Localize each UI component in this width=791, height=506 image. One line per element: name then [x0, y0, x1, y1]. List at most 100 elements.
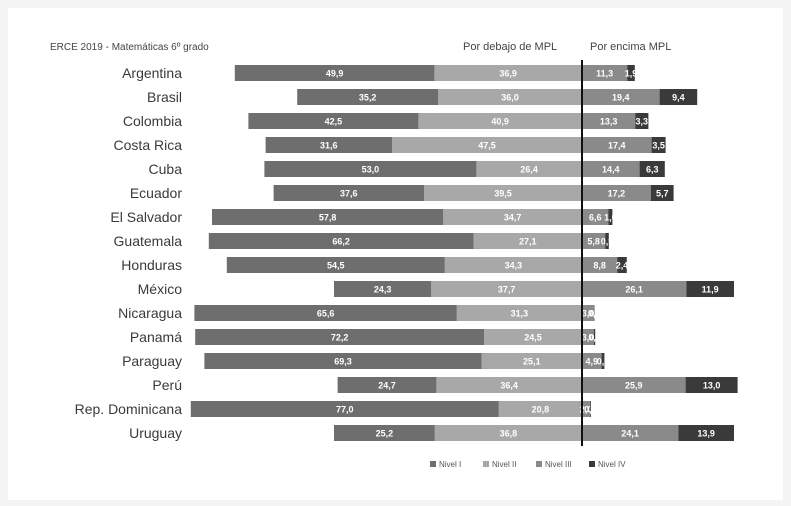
value-label-brasil-nivel-ii: 36,0 — [501, 93, 519, 103]
bar-colombia-nivel-ii — [418, 113, 582, 129]
chart-title: ERCE 2019 - Matemáticas 6º grado — [50, 42, 209, 53]
value-label-ecuador-nivel-ii: 39,5 — [494, 189, 512, 199]
bar-argentina-nivel-ii — [434, 65, 582, 81]
bar-panam-nivel-ii — [484, 329, 582, 345]
bar-rep-dominicana-nivel-iii — [582, 401, 590, 417]
value-label-cuba-nivel-iv: 6,3 — [646, 165, 659, 175]
value-label-panam-nivel-i: 72,2 — [331, 333, 349, 343]
bar-argentina-nivel-iv — [627, 65, 635, 81]
value-label-el-salvador-nivel-iv: 1,0 — [604, 213, 617, 223]
bar-paraguay-nivel-iii — [582, 353, 602, 369]
bar-brasil-nivel-iv — [659, 89, 698, 105]
bar-ecuador-nivel-iv — [650, 185, 674, 201]
legend-label-nivel-iii: Nivel III — [545, 460, 572, 469]
value-label-honduras-nivel-i: 54,5 — [327, 261, 345, 271]
value-label-per-nivel-iv: 13,0 — [703, 381, 721, 391]
bars-group: Argentina 36,9 49,9 11,3 1,9 Brasil 36,0 35,2 19… — [75, 65, 738, 441]
legend: Nivel I Nivel II Nivel III Nivel IV — [430, 460, 626, 469]
bar-paraguay-nivel-i — [204, 353, 482, 369]
value-label-costa-rica-nivel-ii: 47,5 — [478, 141, 496, 151]
bar-costa-rica-nivel-iv — [651, 137, 666, 153]
value-label-uruguay-nivel-i: 25,2 — [376, 429, 394, 439]
category-label-rep-dominicana: Rep. Dominicana — [75, 401, 183, 417]
header-above-mpl: Por encima MPL — [590, 41, 671, 53]
value-label-uruguay-nivel-iii: 24,1 — [621, 429, 639, 439]
category-label-m-xico: México — [138, 281, 183, 297]
value-label-rep-dominicana-nivel-iv: 0,2 — [584, 405, 597, 415]
bar-uruguay-nivel-iii — [582, 425, 679, 441]
value-label-honduras-nivel-ii: 34,3 — [505, 261, 523, 271]
value-label-brasil-nivel-i: 35,2 — [359, 93, 377, 103]
category-label-panam: Panamá — [130, 329, 182, 345]
bar-ecuador-nivel-ii — [424, 185, 582, 201]
bar-costa-rica-nivel-i — [265, 137, 392, 153]
category-label-brasil: Brasil — [147, 89, 182, 105]
bar-per-nivel-iii — [582, 377, 686, 393]
category-label-guatemala: Guatemala — [114, 233, 183, 249]
value-label-panam-nivel-iii: 3,0 — [582, 333, 595, 343]
value-label-costa-rica-nivel-iv: 3,5 — [652, 141, 665, 151]
bar-paraguay-nivel-ii — [481, 353, 582, 369]
bar-nicaragua-nivel-ii — [456, 305, 582, 321]
value-label-brasil-nivel-iii: 19,4 — [612, 93, 630, 103]
value-label-honduras-nivel-iii: 8,8 — [593, 261, 606, 271]
bar-el-salvador-nivel-ii — [443, 209, 582, 225]
value-label-paraguay-nivel-ii: 25,1 — [523, 357, 541, 367]
bar-rep-dominicana-nivel-ii — [498, 401, 582, 417]
value-label-cuba-nivel-iii: 14,4 — [602, 165, 620, 175]
bar-cuba-nivel-i — [264, 161, 477, 177]
value-label-colombia-nivel-i: 42,5 — [325, 117, 343, 127]
value-label-honduras-nivel-iv: 2,4 — [616, 261, 629, 271]
legend-swatch-nivel-iv — [589, 461, 595, 467]
bar-ecuador-nivel-iii — [582, 185, 651, 201]
value-label-costa-rica-nivel-i: 31,6 — [320, 141, 338, 151]
legend-swatch-nivel-i — [430, 461, 436, 467]
bar-el-salvador-nivel-iii — [582, 209, 609, 225]
legend-swatch-nivel-ii — [483, 461, 489, 467]
value-label-colombia-nivel-iii: 13,3 — [600, 117, 618, 127]
value-label-guatemala-nivel-ii: 27,1 — [519, 237, 537, 247]
value-label-nicaragua-nivel-i: 65,6 — [317, 309, 335, 319]
bar-colombia-nivel-i — [248, 113, 419, 129]
value-label-argentina-nivel-iv: 1,9 — [625, 69, 638, 79]
legend-label-nivel-iv: Nivel IV — [598, 460, 626, 469]
category-label-honduras: Honduras — [121, 257, 182, 273]
category-label-per: Perú — [152, 377, 182, 393]
bar-nicaragua-nivel-i — [194, 305, 457, 321]
bar-colombia-nivel-iv — [635, 113, 649, 129]
value-label-m-xico-nivel-ii: 37,7 — [498, 285, 516, 295]
value-label-uruguay-nivel-ii: 36,8 — [500, 429, 518, 439]
value-label-panam-nivel-ii: 24,5 — [524, 333, 542, 343]
value-label-el-salvador-nivel-ii: 34,7 — [504, 213, 522, 223]
value-label-nicaragua-nivel-iv: 0,1 — [588, 309, 601, 319]
bar-panam-nivel-iv — [594, 329, 596, 345]
bar-argentina-nivel-iii — [582, 65, 628, 81]
category-label-cuba: Cuba — [149, 161, 183, 177]
category-label-costa-rica: Costa Rica — [114, 137, 183, 153]
bar-el-salvador-nivel-iv — [608, 209, 613, 225]
value-label-colombia-nivel-ii: 40,9 — [491, 117, 509, 127]
category-label-argentina: Argentina — [122, 65, 182, 81]
value-label-argentina-nivel-iii: 11,3 — [596, 69, 613, 79]
legend-label-nivel-i: Nivel I — [439, 460, 461, 469]
value-label-m-xico-nivel-i: 24,3 — [374, 285, 392, 295]
bar-rep-dominicana-nivel-iv — [590, 401, 591, 417]
value-label-cuba-nivel-ii: 26,4 — [520, 165, 538, 175]
bar-panam-nivel-iii — [582, 329, 594, 345]
value-label-argentina-nivel-ii: 36,9 — [499, 69, 517, 79]
bar-honduras-nivel-ii — [444, 257, 582, 273]
value-label-guatemala-nivel-iii: 5,8 — [587, 237, 600, 247]
bar-argentina-nivel-i — [234, 65, 435, 81]
value-label-rep-dominicana-nivel-iii: 2,0 — [580, 405, 593, 415]
value-label-rep-dominicana-nivel-i: 77,0 — [336, 405, 354, 415]
bar-cuba-nivel-iii — [582, 161, 640, 177]
bar-m-xico-nivel-iv — [686, 281, 734, 297]
bar-costa-rica-nivel-ii — [392, 137, 582, 153]
value-label-guatemala-nivel-iv: 0,9 — [601, 237, 614, 247]
category-label-ecuador: Ecuador — [130, 185, 182, 201]
bar-m-xico-nivel-iii — [582, 281, 687, 297]
category-label-nicaragua: Nicaragua — [118, 305, 182, 321]
bar-cuba-nivel-iv — [639, 161, 665, 177]
bar-m-xico-nivel-ii — [431, 281, 582, 297]
